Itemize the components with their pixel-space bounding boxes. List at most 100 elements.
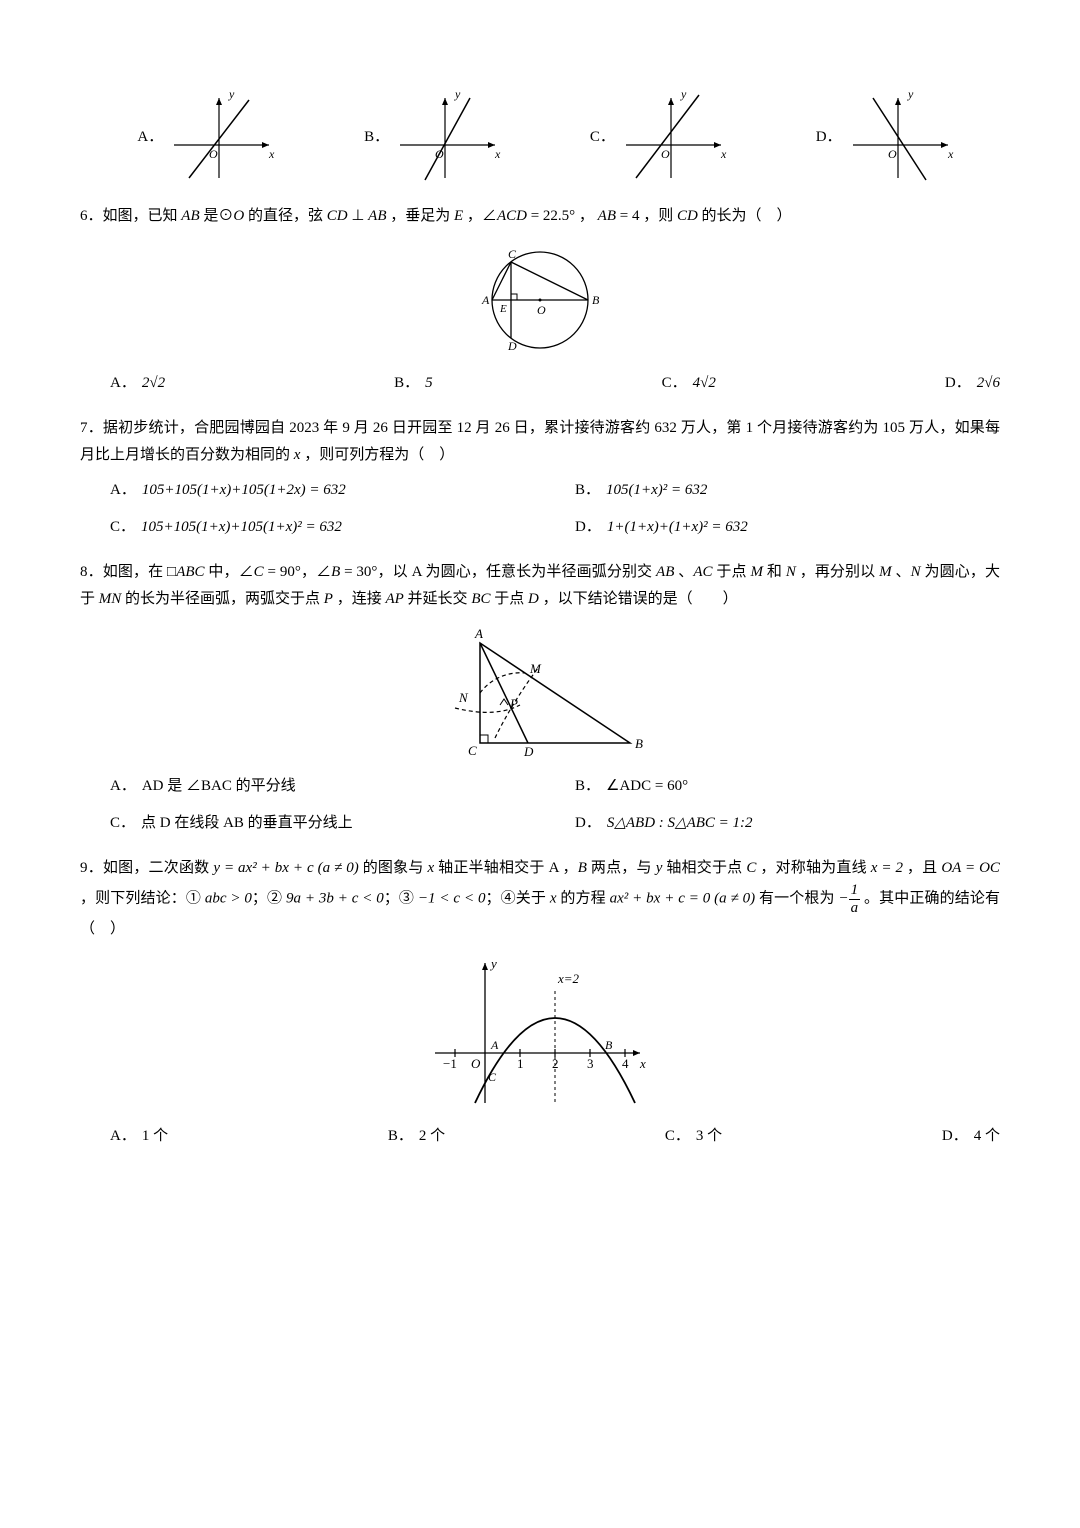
- eq: −1 < c < 0: [418, 890, 486, 906]
- var: AB: [598, 208, 616, 224]
- var: M: [879, 564, 892, 580]
- txt: 的长为半径画弧，两弧交于点: [121, 591, 324, 607]
- var: ACD: [497, 208, 527, 224]
- opt-label: A．: [137, 124, 163, 151]
- txt: ；③: [384, 890, 418, 906]
- txt: 、: [674, 564, 693, 580]
- svg-text:B: B: [592, 293, 600, 307]
- txt: 和: [763, 564, 786, 580]
- txt: ，则下列结论：①: [80, 890, 205, 906]
- svg-text:O: O: [537, 303, 546, 317]
- opt-label: B．: [575, 773, 600, 800]
- txt: 两点，与: [587, 860, 656, 876]
- txt: ⊥: [348, 208, 369, 224]
- opt-val: ∠ADC = 60°: [606, 773, 688, 800]
- opt-val: 4√2: [693, 370, 716, 397]
- txt: = 90°，∠: [264, 564, 331, 580]
- svg-text:2: 2: [552, 1056, 559, 1071]
- q9-text: 9．如图，二次函数 y = ax² + bx + c (a ≠ 0) 的图象与 …: [80, 855, 1000, 943]
- q9-figure: y x x=2 O −1 1 2 3 4 A B C: [80, 953, 1000, 1113]
- opt-val: 2√2: [142, 370, 165, 397]
- txt: ，连接: [333, 591, 386, 607]
- txt: = 4 ，则: [616, 208, 677, 224]
- svg-text:x: x: [494, 147, 501, 161]
- var: AB: [181, 208, 199, 224]
- txt: 轴正半轴相交于 A ，: [434, 860, 578, 876]
- svg-text:x=2: x=2: [557, 971, 580, 986]
- txt: 的直径，弦: [244, 208, 327, 224]
- opt-label: C．: [590, 124, 615, 151]
- q6-figure: C A B D E O: [80, 240, 1000, 360]
- q5-opt-b: B． y x O: [364, 90, 505, 185]
- eq: OA = OC: [941, 860, 1000, 876]
- txt: ，再分别以: [796, 564, 879, 580]
- opt-label: C．: [662, 370, 687, 397]
- svg-text:A: A: [481, 293, 490, 307]
- opt-label: C．: [665, 1123, 690, 1150]
- var: B: [331, 564, 340, 580]
- graph-c: y x O: [621, 90, 731, 185]
- denominator: a: [849, 900, 861, 917]
- var: AP: [385, 591, 403, 607]
- txt: ，则可列方程为（ ）: [300, 447, 454, 463]
- txt: 的图象与: [359, 860, 428, 876]
- eq: abc > 0: [205, 890, 252, 906]
- svg-text:y: y: [228, 90, 235, 101]
- graph-d: y x O: [848, 90, 958, 185]
- svg-text:x: x: [720, 147, 727, 161]
- svg-text:O: O: [888, 147, 897, 161]
- q7-opt-d: D．1+(1+x)+(1+x)² = 632: [575, 514, 1000, 541]
- opt-label: D．: [945, 370, 971, 397]
- opt-val: S△ABD : S△ABC = 1:2: [607, 810, 753, 837]
- svg-text:A: A: [474, 626, 483, 641]
- question-9: 9．如图，二次函数 y = ax² + bx + c (a ≠ 0) 的图象与 …: [80, 855, 1000, 1150]
- var: C: [254, 564, 264, 580]
- question-7: 7．据初步统计，合肥园博园自 2023 年 9 月 26 日开园至 12 月 2…: [80, 415, 1000, 541]
- opt-val: 3 个: [696, 1123, 722, 1150]
- var: MN: [99, 591, 122, 607]
- txt: ，以下结论错误的是（ ）: [539, 591, 738, 607]
- q8-opt-b: B．∠ADC = 60°: [575, 773, 1000, 800]
- svg-text:E: E: [499, 303, 507, 315]
- svg-text:−1: −1: [443, 1056, 457, 1071]
- q5-opt-a: A． y x O: [137, 90, 279, 185]
- q9-opt-a: A．1 个: [110, 1123, 168, 1150]
- opt-label: C．: [110, 514, 135, 541]
- eq: −: [838, 890, 848, 906]
- txt: 据初步统计，合肥园博园自 2023 年 9 月 26 日开园至 12 月 26 …: [80, 420, 1000, 463]
- q6-opt-d: D．2√6: [945, 370, 1000, 397]
- var: N: [786, 564, 796, 580]
- svg-text:B: B: [605, 1038, 613, 1052]
- question-6: 6．如图，已知 AB 是⊙O 的直径，弦 CD ⊥ AB ，垂足为 E ，∠AC…: [80, 203, 1000, 397]
- q6-opt-c: C． 4√2: [662, 370, 716, 397]
- txt: 的方程: [557, 890, 610, 906]
- opt-label: D．: [575, 514, 601, 541]
- q9-opt-c: C．3 个: [665, 1123, 722, 1150]
- opt-val: 5: [425, 370, 433, 397]
- opt-label: A．: [110, 1123, 136, 1150]
- svg-text:x: x: [947, 147, 954, 161]
- q7-opt-c: C．105+105(1+x)+105(1+x)² = 632: [110, 514, 535, 541]
- txt: 的长为（ ）: [698, 208, 792, 224]
- svg-text:y: y: [489, 956, 497, 971]
- opt-label: A．: [110, 370, 136, 397]
- q6-text: 6．如图，已知 AB 是⊙O 的直径，弦 CD ⊥ AB ，垂足为 E ，∠AC…: [80, 203, 1000, 230]
- txt: 于点: [713, 564, 751, 580]
- var: AC: [693, 564, 712, 580]
- txt: = 30°，以 A 为圆心，任意长为半径画弧分别交: [340, 564, 656, 580]
- q-num: 6．: [80, 208, 103, 224]
- opt-label: C．: [110, 810, 135, 837]
- svg-text:D: D: [507, 339, 517, 353]
- eq: x = 2: [871, 860, 903, 876]
- eq: ax² + bx + c = 0 (a ≠ 0): [610, 890, 755, 906]
- opt-val: 2 个: [419, 1123, 445, 1150]
- txt: ；②: [252, 890, 286, 906]
- opt-val: AD 是 ∠BAC 的平分线: [142, 773, 296, 800]
- var: x: [550, 890, 557, 906]
- q6-opt-b: B．5: [394, 370, 433, 397]
- svg-text:y: y: [454, 90, 461, 101]
- txt: ，对称轴为直线: [756, 860, 870, 876]
- svg-text:N: N: [458, 690, 469, 705]
- txt: ；④关于: [485, 890, 549, 906]
- opt-val: 1+(1+x)+(1+x)² = 632: [607, 514, 748, 541]
